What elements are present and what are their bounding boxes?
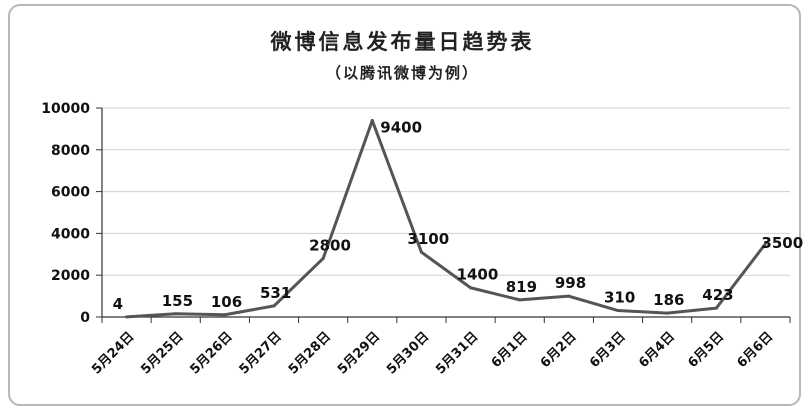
x-tick-label: 6月1日	[489, 329, 531, 371]
data-point	[321, 256, 325, 260]
x-tick-label: 5月29日	[335, 329, 383, 377]
x-tick-label: 6月3日	[587, 329, 629, 371]
data-label: 531	[260, 284, 291, 302]
data-label: 3500	[761, 234, 803, 252]
data-point	[469, 286, 473, 290]
data-label: 186	[653, 291, 684, 309]
x-tick-label: 5月31日	[433, 329, 481, 377]
x-tick-label: 6月4日	[636, 329, 678, 371]
data-point	[419, 250, 423, 254]
y-tick-label: 6000	[51, 185, 90, 201]
data-point	[665, 311, 669, 315]
data-label: 423	[702, 286, 733, 304]
data-label: 998	[555, 274, 586, 292]
data-label: 819	[506, 278, 537, 296]
data-label: 310	[604, 289, 635, 307]
chart-title: 微博信息发布量日趋势表	[270, 30, 535, 54]
x-tick-label: 6月6日	[734, 329, 776, 371]
chart-subtitle: （以腾讯微博为例）	[325, 64, 479, 82]
data-label: 155	[162, 292, 193, 310]
x-tick-label: 5月26日	[188, 329, 236, 377]
data-label: 3100	[407, 230, 449, 248]
x-tick-label: 5月30日	[384, 329, 432, 377]
data-label: 4	[113, 295, 123, 313]
series-line	[126, 119, 767, 319]
data-label: 2800	[309, 236, 351, 254]
data-point	[174, 312, 178, 316]
data-label: 9400	[380, 119, 422, 137]
y-tick-label: 10000	[41, 101, 90, 117]
data-point	[272, 304, 276, 308]
y-tick-label: 0	[80, 310, 90, 326]
x-tick-label: 5月28日	[286, 329, 334, 377]
data-point	[370, 119, 374, 123]
data-point	[223, 313, 227, 317]
data-point	[567, 294, 571, 298]
y-tick-label: 8000	[51, 143, 90, 159]
data-point	[125, 315, 129, 319]
x-tick-label: 6月2日	[538, 329, 580, 371]
x-tick-label: 5月27日	[237, 329, 285, 377]
data-point	[616, 309, 620, 313]
data-label: 106	[211, 293, 242, 311]
y-tick-label: 4000	[51, 226, 90, 242]
x-tick-label: 5月25日	[138, 329, 186, 377]
data-label: 1400	[457, 266, 499, 284]
data-point	[518, 298, 522, 302]
data-point	[714, 306, 718, 310]
x-tick-label: 6月5日	[685, 329, 727, 371]
data-point	[763, 242, 767, 246]
y-tick-label: 2000	[51, 268, 90, 284]
x-tick-label: 5月24日	[89, 329, 137, 377]
